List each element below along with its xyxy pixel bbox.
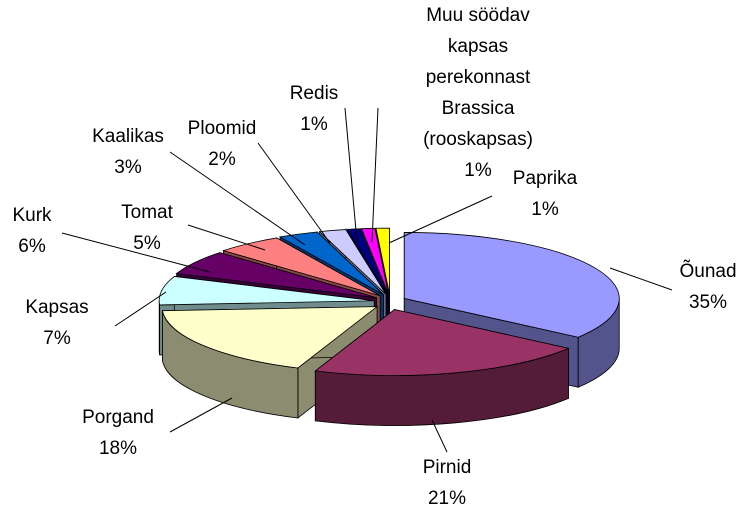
slice-label: Paprika 1% [513, 163, 577, 225]
slice-label: Kaalikas 3% [92, 121, 164, 183]
category-name: Redis [289, 83, 339, 104]
category-name: Õunad [679, 261, 737, 282]
slice-label: Kapsas 7% [25, 292, 88, 354]
value-label: 1% [531, 199, 559, 220]
slice [403, 232, 620, 338]
category-name: Tomat [121, 202, 173, 223]
slice-label: Kurk 6% [12, 200, 51, 262]
category-name: Paprika [512, 168, 578, 189]
value-label: 3% [114, 157, 142, 178]
value-label: 5% [133, 233, 161, 254]
slice [278, 231, 384, 296]
value-label: 7% [43, 328, 71, 349]
slice [375, 227, 390, 295]
value-label: 6% [18, 236, 46, 257]
slice [158, 276, 375, 306]
category-name: Kurk [12, 205, 52, 226]
leader-line [169, 151, 306, 246]
leader-line [114, 291, 167, 327]
value-label: 35% [688, 292, 728, 313]
slice [222, 237, 381, 297]
leader-line [187, 224, 266, 251]
slice [314, 309, 570, 376]
slice-label: Tomat 5% [121, 197, 173, 259]
leader-line [344, 107, 358, 243]
leader-line [388, 195, 493, 244]
value-label: 1% [464, 160, 492, 181]
value-label: 18% [98, 438, 138, 459]
slice-label: Ploomid 2% [188, 113, 257, 175]
slice [318, 229, 387, 295]
slice-label: Redis 1% [290, 78, 339, 140]
slice-label: Porgand 18% [82, 402, 154, 464]
category-name: Ploomid [187, 118, 257, 139]
slice-label: Pirnid 21% [423, 452, 472, 512]
category-name: Pirnid [422, 457, 472, 478]
leader-line [257, 142, 331, 244]
category-name: Kapsas [25, 297, 89, 318]
category-name: Kaalikas [92, 126, 164, 147]
leader-line [431, 419, 448, 453]
leader-line [61, 232, 211, 273]
value-label: 21% [427, 488, 467, 509]
slice [346, 228, 388, 295]
slice-label: Muu söödav kapsas perekonnast Brassica (… [417, 0, 539, 186]
value-label: 2% [208, 149, 236, 170]
slice [161, 306, 379, 369]
leader-line [169, 397, 233, 433]
category-name: Porgand [82, 407, 154, 428]
category-name: Muu söödav kapsas perekonnast Brassica (… [423, 5, 533, 150]
slice [175, 252, 377, 299]
slice [360, 227, 389, 295]
leader-line [609, 267, 673, 291]
leader-line [371, 107, 379, 243]
value-label: 1% [300, 114, 328, 135]
slice-label: Õunad 35% [679, 256, 736, 318]
